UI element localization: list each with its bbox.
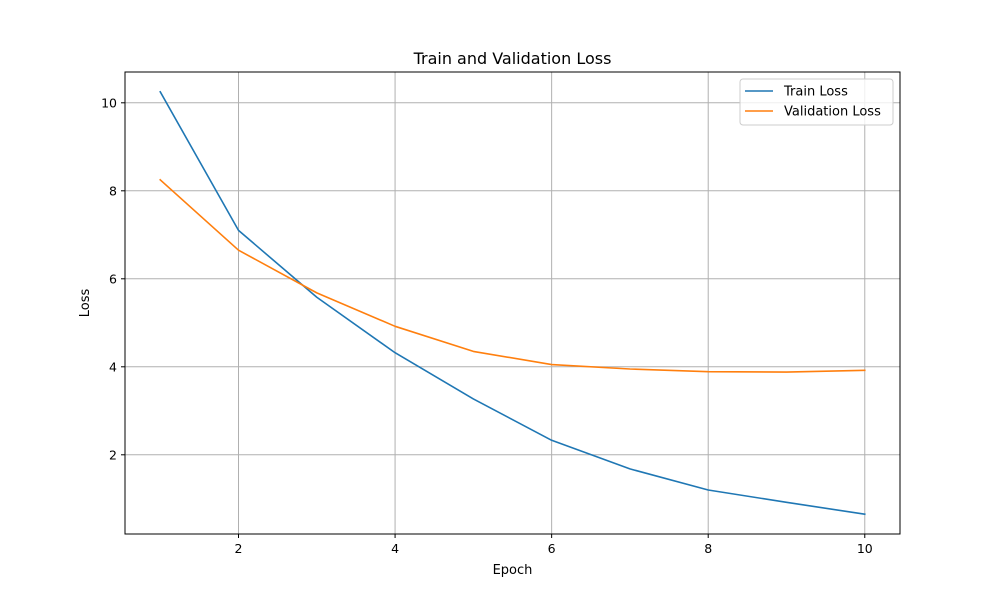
y-tick-label: 6 — [109, 271, 117, 286]
y-tick-label: 8 — [109, 183, 117, 198]
chart-title: Train and Validation Loss — [413, 49, 612, 68]
legend: Train Loss Validation Loss — [739, 78, 894, 126]
legend-box — [739, 78, 894, 126]
grid-lines — [125, 72, 900, 534]
x-tick-label: 10 — [857, 541, 873, 556]
series-layer — [159, 90, 866, 516]
y-axis-label: Loss — [78, 289, 93, 318]
x-tick-label: 2 — [235, 541, 243, 556]
axis-ticks: 2 4 6 8 10 2 4 6 8 10 — [101, 95, 873, 556]
plot-frame — [124, 71, 901, 535]
validation-loss-line — [159, 178, 866, 373]
x-tick-label: 8 — [704, 541, 712, 556]
legend-label-validation-loss: Validation Loss — [784, 105, 881, 120]
y-tick-label: 10 — [101, 95, 117, 110]
x-tick-label: 6 — [548, 541, 556, 556]
legend-label-train-loss: Train Loss — [783, 85, 848, 100]
y-tick-label: 4 — [109, 359, 117, 374]
train-loss-line — [159, 90, 866, 516]
y-tick-label: 2 — [109, 447, 117, 462]
x-axis-label: Epoch — [493, 563, 533, 578]
x-tick-label: 4 — [391, 541, 399, 556]
